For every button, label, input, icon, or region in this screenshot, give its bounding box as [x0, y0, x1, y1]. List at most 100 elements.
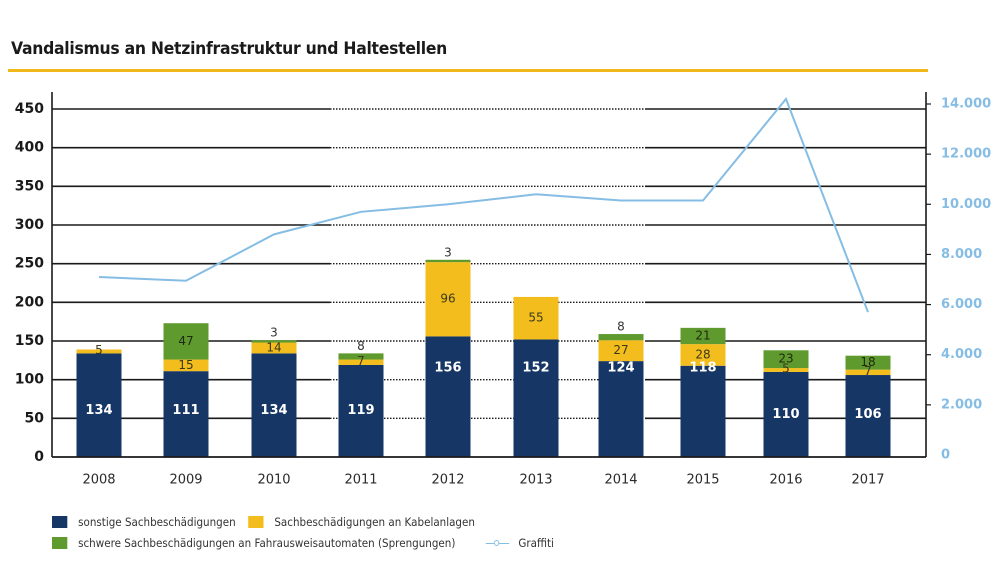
data-label: 18	[860, 355, 875, 369]
bar-segment-kabelanlagen	[513, 296, 559, 340]
bar-segment-kabelanlagen	[76, 349, 122, 354]
data-label: 124	[607, 361, 634, 376]
bar-segment-sprengungen	[598, 334, 644, 341]
x-tick-label: 2016	[769, 473, 802, 488]
right-tick-label: 6.000	[941, 297, 982, 312]
legend-item-kabelanlagen: Sachbeschädigungen an Kabelanlagen	[248, 515, 475, 529]
bar-segment-sonstige	[680, 365, 726, 457]
left-tick-label: 50	[25, 410, 45, 426]
data-label: 8	[617, 320, 625, 334]
bar-segment-sprengungen	[251, 340, 297, 343]
x-tick-label: 2013	[519, 473, 552, 488]
left-tick-label: 100	[15, 372, 44, 388]
data-label: 5	[782, 362, 790, 376]
bar-segment-sonstige	[598, 361, 644, 457]
right-tick-label: 8.000	[941, 247, 982, 262]
legend-swatch-navy	[52, 515, 68, 528]
bar-segment-sonstige	[763, 371, 809, 457]
bar-segment-kabelanlagen	[338, 359, 384, 365]
legend: sonstige Sachbeschädigungen Sachbeschädi…	[52, 511, 567, 553]
bar-segment-sprengungen	[845, 355, 891, 370]
bar-segment-sonstige	[163, 371, 209, 457]
data-label: 7	[864, 364, 872, 378]
bar-segment-kabelanlagen	[425, 262, 471, 337]
legend-swatch-yellow	[248, 515, 264, 528]
left-tick-label: 300	[15, 217, 44, 233]
x-tick-label: 2014	[604, 473, 637, 488]
left-tick-label: 350	[15, 178, 44, 194]
data-label: 55	[528, 311, 543, 325]
right-tick-label: 2.000	[941, 397, 982, 412]
line-layer	[98, 97, 869, 313]
left-tick-label: 0	[34, 449, 44, 465]
data-label: 119	[347, 403, 374, 418]
data-label: 47	[178, 334, 193, 348]
data-label: 134	[85, 403, 112, 418]
right-tick-label: 10.000	[941, 197, 991, 212]
left-tick-label: 400	[15, 140, 44, 156]
legend-item-graffiti: Graffiti	[485, 535, 554, 550]
data-label: 23	[778, 352, 793, 366]
data-label: 14	[266, 340, 281, 354]
left-tick-label: 250	[15, 256, 44, 272]
data-label: 3	[270, 326, 278, 340]
left-tick-label: 200	[15, 294, 44, 310]
bar-segment-sprengungen	[338, 353, 384, 360]
bar-segment-kabelanlagen	[763, 368, 809, 372]
left-tick-label: 450	[15, 101, 44, 117]
bar-segment-sonstige	[845, 375, 891, 457]
bar-segment-sonstige	[76, 353, 122, 457]
data-label: 27	[613, 343, 628, 357]
x-tick-label: 2017	[851, 473, 884, 488]
bar-segment-kabelanlagen	[680, 344, 726, 366]
bar-segment-kabelanlagen	[163, 359, 209, 372]
axis-layer: 0 50 100 150 200 250 300 350 400 450 0 2.000 4.000 6.…	[15, 92, 991, 488]
data-label: 134	[260, 403, 287, 418]
right-tick-label: 14.000	[941, 97, 991, 112]
data-label: 15	[178, 358, 193, 372]
bar-segment-kabelanlagen	[845, 369, 891, 376]
bar-segment-sonstige	[338, 364, 384, 457]
bar-layer: 1345111154713414311978156963152551242781…	[76, 245, 891, 457]
x-tick-label: 2010	[257, 473, 290, 488]
data-label: 118	[689, 361, 716, 376]
x-tick-label: 2015	[686, 473, 719, 488]
data-label: 21	[695, 328, 710, 342]
x-tick-label: 2009	[169, 473, 202, 488]
legend-label: sonstige Sachbeschädigungen	[78, 514, 236, 529]
right-tick-label: 4.000	[941, 347, 982, 362]
data-label: 156	[434, 361, 461, 376]
title-underline	[8, 69, 928, 72]
data-label: 7	[357, 354, 365, 368]
left-tick-label: 150	[15, 333, 44, 349]
data-label: 110	[772, 407, 799, 422]
bar-segment-kabelanlagen	[251, 342, 297, 354]
x-tick-label: 2008	[82, 473, 115, 488]
data-label: 111	[172, 403, 199, 418]
legend-line-marker-icon	[485, 537, 510, 549]
bar-segment-sprengungen	[763, 350, 809, 369]
chart-title: Vandalismus an Netzinfrastruktur und Hal…	[11, 39, 448, 59]
bar-segment-sprengungen	[680, 327, 726, 345]
data-label: 106	[854, 407, 881, 422]
legend-swatch-green	[52, 536, 68, 549]
chart-plot: 1345111154713414311978156963152551242781…	[15, 92, 991, 488]
graffiti-line	[98, 97, 869, 313]
bar-segment-sprengungen	[163, 323, 209, 360]
data-label: 3	[444, 245, 452, 259]
bar-segment-sprengungen	[425, 259, 471, 263]
legend-item-sonstige: sonstige Sachbeschädigungen	[52, 515, 236, 529]
right-tick-label: 12.000	[941, 147, 991, 162]
bar-segment-sonstige	[513, 339, 559, 457]
legend-label: Graffiti	[518, 535, 554, 550]
right-tick-label: 0	[941, 448, 950, 463]
legend-label: schwere Sachbeschädigungen an Fahrauswei…	[78, 535, 456, 550]
data-label: 28	[695, 347, 710, 361]
x-tick-label: 2011	[344, 473, 377, 488]
bar-segment-sonstige	[425, 336, 471, 457]
data-label: 5	[95, 343, 103, 357]
legend-item-sprengungen: schwere Sachbeschädigungen an Fahrauswei…	[52, 536, 455, 550]
data-label: 152	[522, 361, 549, 376]
legend-label: Sachbeschädigungen an Kabelanlagen	[274, 514, 475, 529]
data-label: 96	[440, 292, 455, 306]
